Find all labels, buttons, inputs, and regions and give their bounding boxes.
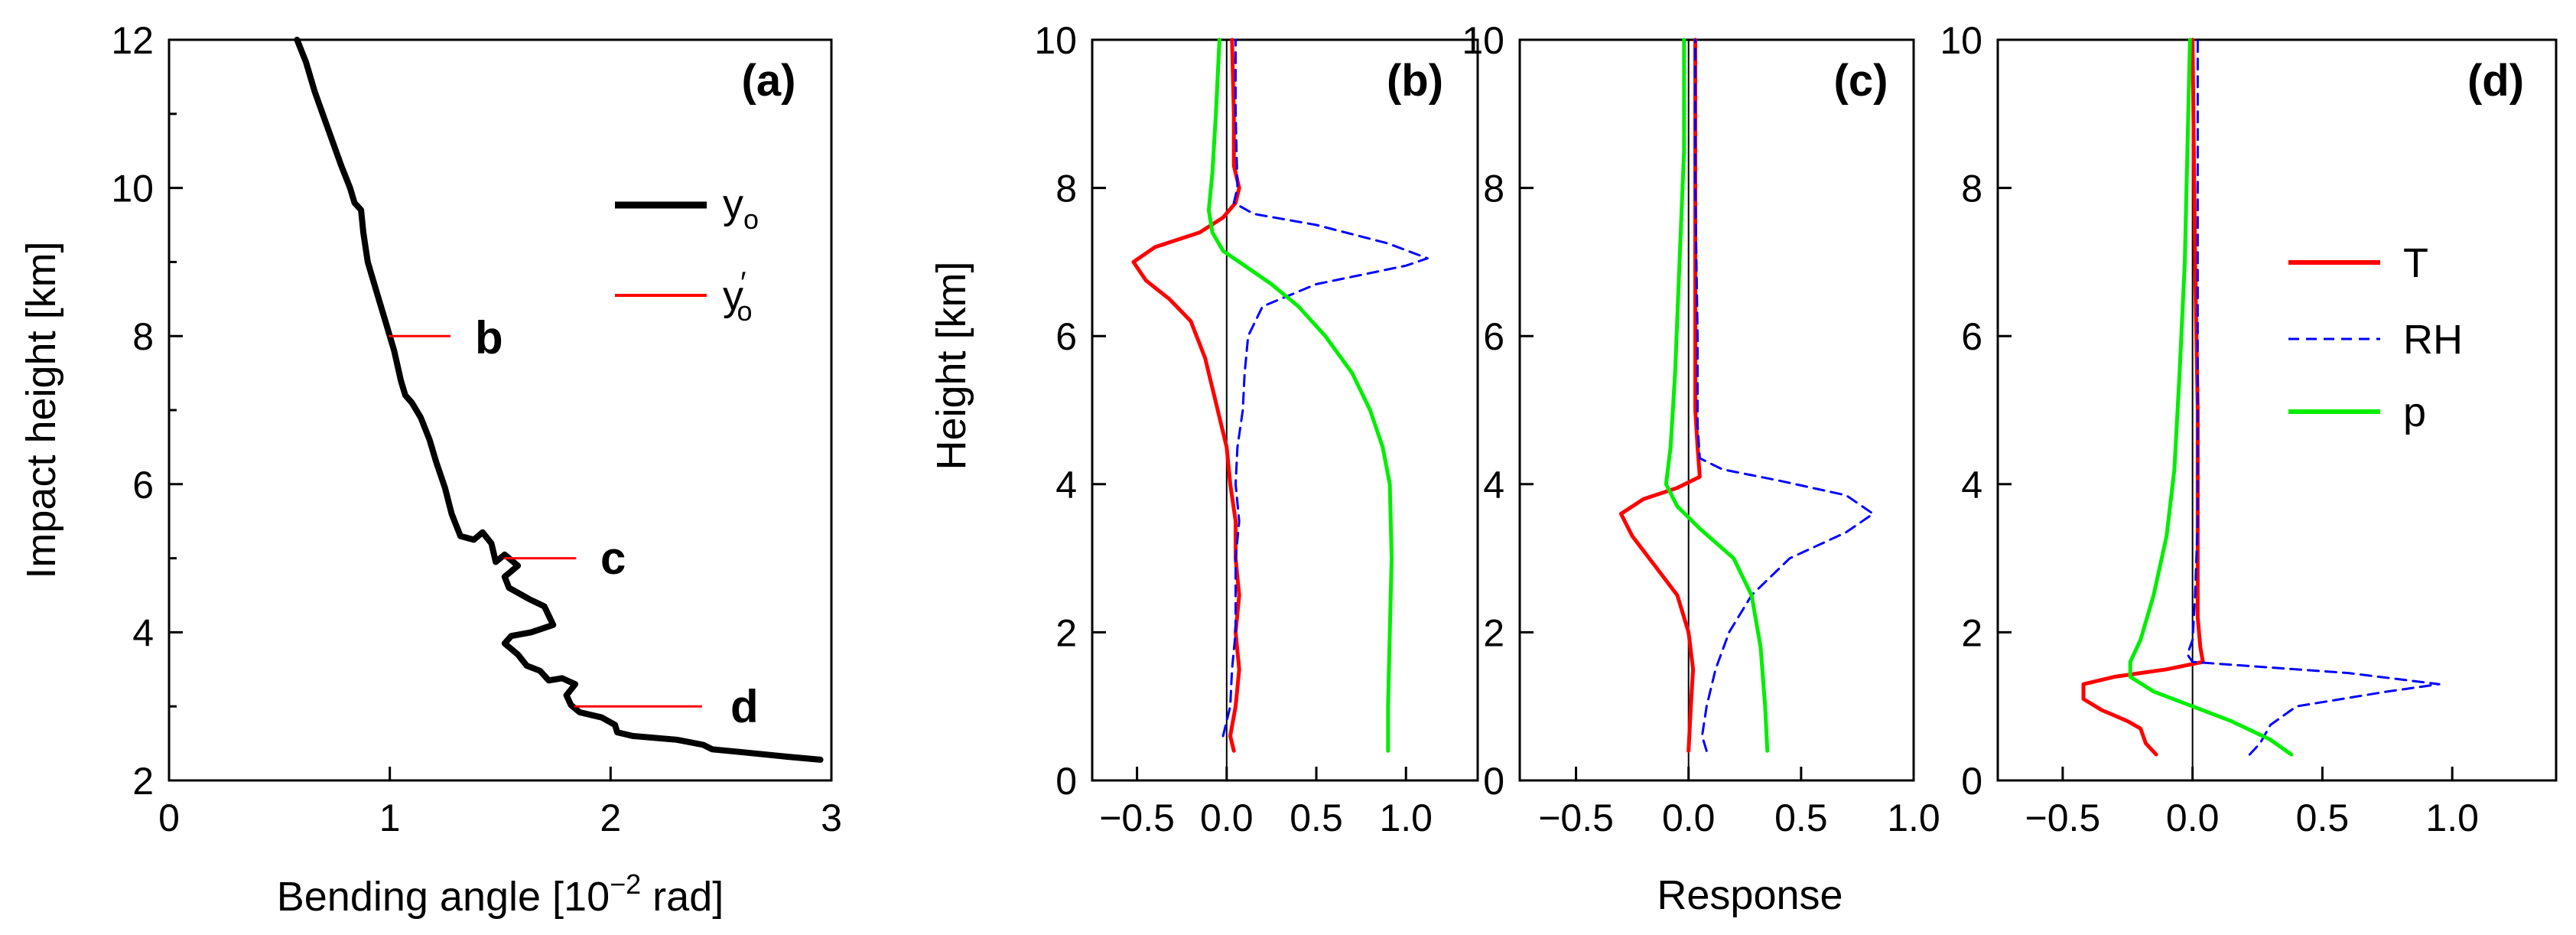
panel-c-y-ticks: 0 2 4 6 8 10 (1462, 19, 1534, 803)
panel-b-y-axis-label: Height [km] (929, 261, 974, 470)
panel-c: −0.5 0.0 0.5 1.0 0 2 4 6 8 10 (c) Response (1462, 19, 1940, 918)
y-tick-label: 6 (1483, 315, 1504, 358)
panel-b-x-ticks: −0.5 0.0 0.5 1.0 (1099, 767, 1433, 839)
x-tick-label: 0.0 (1662, 797, 1716, 839)
x-tick-label: 1 (379, 797, 401, 839)
y-tick-label: 4 (1055, 464, 1077, 507)
x-tick-label: 0.0 (1200, 797, 1254, 839)
panel-a-x-ticks: 0 1 2 3 (158, 767, 842, 839)
series-line-rh (1694, 38, 1875, 752)
panel-a-series (294, 37, 824, 763)
x-tick-label: 0 (158, 797, 180, 839)
x-tick-label: 0.0 (2166, 797, 2220, 839)
y-tick-label: 8 (1483, 168, 1504, 210)
panel-d-series (2081, 37, 2441, 757)
series-line-p (2128, 37, 2294, 757)
panel-b: −0.5 0.0 0.5 1.0 0 2 4 6 8 10 (b) Height [km] (929, 19, 1479, 839)
panel-c-x-ticks: −0.5 0.0 0.5 1.0 (1538, 767, 1940, 839)
panel-a-y-ticks: 2 4 6 8 10 12 (111, 19, 183, 803)
legend-d-T-label: T (2403, 240, 2428, 286)
panel-a-label: (a) (742, 56, 796, 106)
x-tick-label: 1.0 (1379, 797, 1433, 839)
y-tick-label: 2 (1055, 611, 1077, 654)
marker-b-label: b (475, 312, 503, 363)
panel-d-y-ticks: 0 2 4 6 8 10 (1940, 19, 2012, 803)
panel-d-label: (d) (2467, 56, 2524, 106)
panel-a-y-axis-label: Impact height [km] (18, 241, 64, 578)
x-tick-label: 1.0 (1887, 797, 1940, 839)
y-tick-label: 2 (132, 760, 154, 803)
x-tick-label: −0.5 (2025, 797, 2101, 839)
x-tick-label: 3 (821, 797, 842, 839)
y-tick-label: 4 (1483, 464, 1504, 507)
panel-c-series (1618, 37, 1875, 753)
panel-b-frame (1091, 38, 1479, 782)
legend-d-RH-label: RH (2403, 317, 2463, 363)
marker-d-label: d (730, 681, 759, 732)
y-tick-label: 4 (1961, 464, 1982, 507)
y-tick-label: 8 (132, 315, 154, 358)
y-tick-label: 4 (132, 611, 154, 654)
y-tick-label: 10 (1034, 19, 1077, 62)
series-line-rh (1221, 38, 1429, 738)
y-tick-label: 8 (1961, 168, 1982, 210)
panel-c-frame (1518, 38, 1915, 782)
x-tick-label: 2 (600, 797, 621, 839)
y-tick-label: 6 (132, 464, 154, 507)
panel-d-frame (1996, 38, 2558, 782)
series-line-t (2081, 37, 2205, 757)
y-tick-label: 8 (1055, 168, 1077, 210)
y-tick-label: 6 (1055, 315, 1077, 358)
x-tick-label: −0.5 (1099, 797, 1175, 839)
y-tick-label: 6 (1961, 315, 1982, 358)
series-line-t (1131, 37, 1241, 753)
panel-b-label: (b) (1387, 56, 1443, 106)
y-tick-label: 0 (1055, 760, 1077, 803)
y-tick-label: 10 (1462, 19, 1504, 62)
y-tick-label: 2 (1961, 611, 1982, 654)
x-tick-label: 0.5 (1774, 797, 1828, 839)
x-tick-label: 0.5 (2296, 797, 2350, 839)
series-line-rh (2186, 38, 2441, 756)
y-tick-label: 0 (1483, 760, 1504, 803)
panel-b-series (1131, 37, 1429, 753)
y-tick-label: 10 (111, 168, 154, 210)
x-tick-label: 0.5 (1290, 797, 1343, 839)
panel-c-x-axis-label: Response (1657, 872, 1843, 918)
legend-a-yo-label: yo (723, 181, 759, 235)
panel-d-x-ticks: −0.5 0.0 0.5 1.0 (2025, 767, 2479, 839)
y-tick-label: 0 (1961, 760, 1982, 803)
panel-b-y-ticks: 0 2 4 6 8 10 (1034, 19, 1106, 803)
x-tick-label: −0.5 (1538, 797, 1614, 839)
series-line-y-o (294, 37, 824, 763)
legend-a-yprime-label: y′ o (723, 266, 753, 327)
panel-c-label: (c) (1834, 56, 1888, 106)
series-line-p (1664, 37, 1770, 753)
series-line-p (1206, 37, 1394, 753)
legend-d-p-label: p (2403, 389, 2426, 435)
series-line-t (1618, 37, 1702, 753)
panel-a-frame (168, 38, 833, 782)
marker-c-label: c (600, 533, 626, 584)
y-tick-label: 12 (111, 19, 154, 62)
x-tick-label: 1.0 (2425, 797, 2479, 839)
y-tick-label: 2 (1483, 611, 1504, 654)
y-tick-label: 10 (1940, 19, 1982, 62)
panel-a-x-axis-label: Bending angle [10−2 rad] (277, 868, 724, 920)
panel-d: −0.5 0.0 0.5 1.0 0 2 4 6 8 10 (d) T RH p (1940, 19, 2558, 839)
